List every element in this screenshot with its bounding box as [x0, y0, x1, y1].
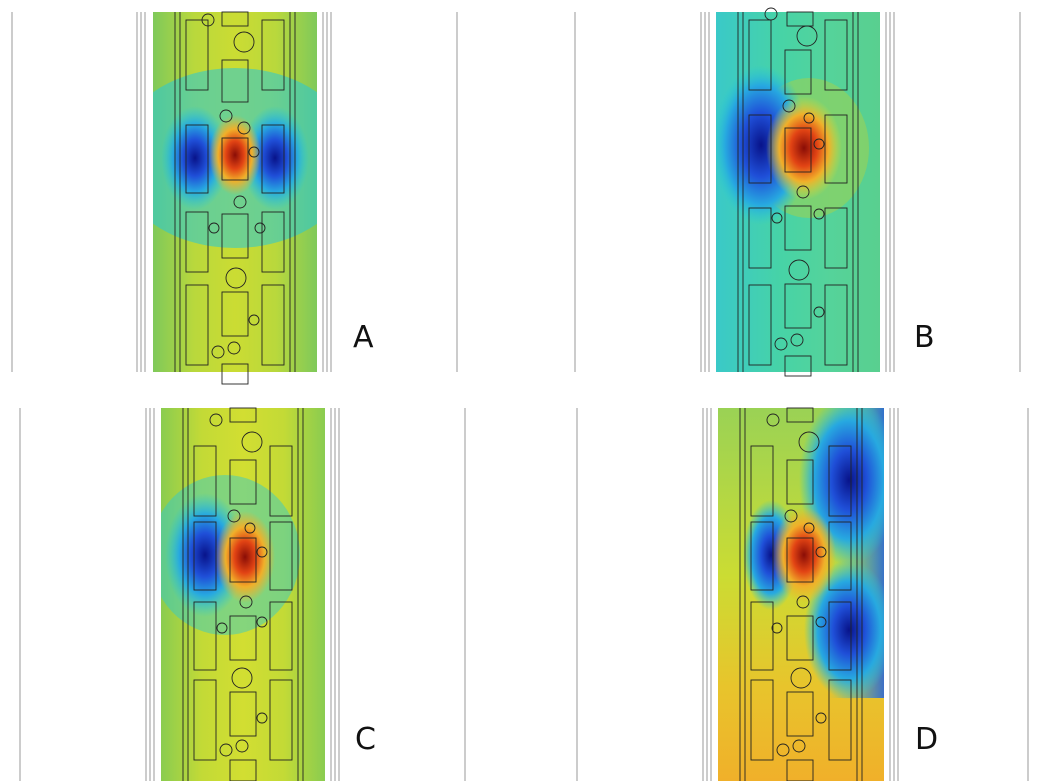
panel-a-plot [11, 11, 458, 385]
panel-label: B [914, 320, 935, 355]
geometry-outline [739, 407, 863, 781]
hot-spot [209, 115, 261, 195]
cold-spot [804, 560, 884, 700]
hot-spot [215, 511, 275, 603]
geometry-outline [182, 407, 304, 781]
panel-label: D [915, 722, 939, 757]
panel-d-plot [576, 407, 1029, 781]
panel-label: C [355, 722, 376, 757]
panel-b-plot [574, 7, 1021, 377]
panel-d: D [519, 390, 1038, 781]
panel-c-plot [19, 407, 466, 781]
panel-c: C [0, 390, 519, 781]
cold-spot [161, 106, 229, 210]
panel-b: B [519, 0, 1038, 390]
panel-a: A [0, 0, 519, 390]
geometry-outline [174, 11, 296, 385]
geometry-outline [737, 7, 859, 377]
panel-label: A [353, 320, 374, 355]
hot-spot [766, 96, 842, 200]
hot-spot [772, 507, 836, 603]
cold-spot [241, 106, 309, 210]
